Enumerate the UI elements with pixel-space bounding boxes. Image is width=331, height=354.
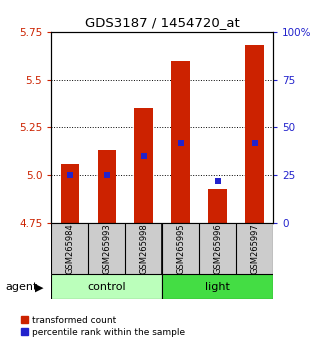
Bar [171,61,190,223]
Text: GSM265984: GSM265984 [65,223,74,274]
Text: GSM265993: GSM265993 [102,223,111,274]
Text: control: control [87,282,126,292]
Bar [134,108,153,223]
Bar [245,45,264,223]
Text: GSM265995: GSM265995 [176,223,185,274]
Bar [51,274,162,299]
Text: GDS3187 / 1454720_at: GDS3187 / 1454720_at [85,17,240,29]
Legend: transformed count, percentile rank within the sample: transformed count, percentile rank withi… [21,316,185,337]
Text: ▶: ▶ [35,282,43,292]
Bar [61,164,79,223]
Text: GSM265998: GSM265998 [139,223,148,274]
Bar [209,189,227,223]
Text: GSM265996: GSM265996 [213,223,222,274]
Text: GSM265997: GSM265997 [250,223,259,274]
Text: light: light [205,282,230,292]
Bar [162,274,273,299]
Bar [98,150,116,223]
Text: agent: agent [5,282,37,292]
